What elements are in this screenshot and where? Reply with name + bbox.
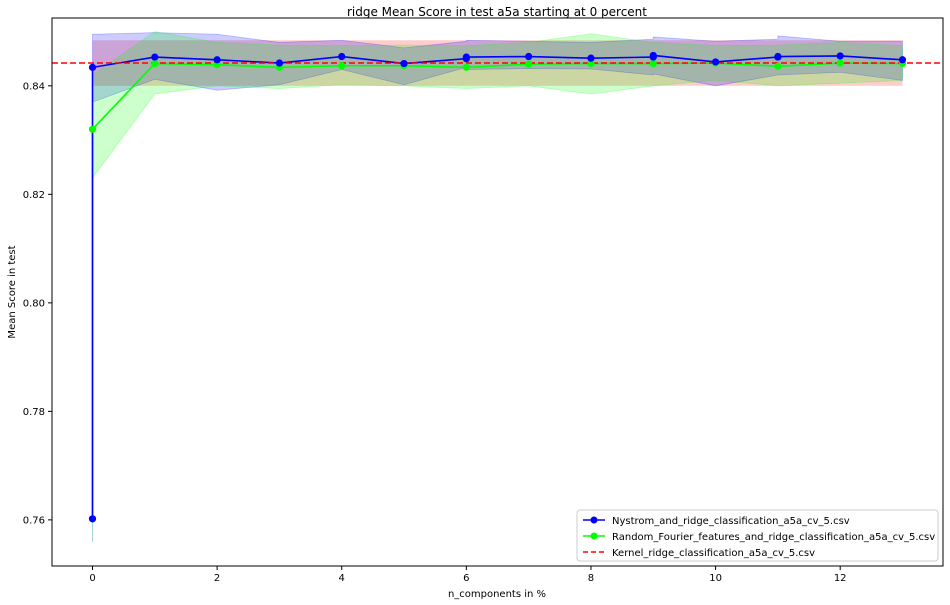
y-tick-label-1: 0.78 [23,407,45,418]
x-axis-label: n_components in % [448,589,546,600]
legend-label-nystrom: Nystrom_and_ridge_classification_a5a_cv_… [612,516,850,527]
y-tick-label-4: 0.84 [23,81,45,92]
point-nystrom-3 [213,56,221,64]
chart-title: ridge Mean Score in test a5a starting at… [347,5,647,19]
legend-box [576,509,939,562]
point-nystrom-12 [649,51,657,60]
point-nystrom-1 [88,63,97,71]
point-nystrom-17 [898,56,907,64]
plot-frame [51,17,944,567]
confidence-bands [92,31,903,542]
x-tick-label-6: 6 [463,573,469,584]
point-rff-7 [462,63,470,71]
point-nystrom-9 [525,52,533,61]
line-rff [91,62,903,519]
point-rff-10 [649,59,657,68]
point-rff-12 [774,62,782,70]
y-tick-label-3: 0.82 [23,190,45,201]
legend-marker-rff [590,532,598,540]
point-nystrom-10 [587,54,595,62]
x-tick-label-2: 2 [214,573,220,584]
axes [51,17,944,567]
point-nystrom-13 [711,58,720,66]
x-ticks: 0 2 4 6 8 10 12 [89,566,847,584]
x-tick-label-4: 4 [339,573,345,584]
point-rff-13 [836,59,844,67]
band-nystrom [92,32,903,542]
point-nystrom-15 [774,52,782,61]
series-markers [88,51,907,523]
point-rff-5 [338,62,346,70]
x-tick-label-12: 12 [834,573,847,584]
y-tick-label-0: 0.76 [23,515,45,526]
y-tick-label-2: 0.80 [23,298,45,309]
point-rff-2 [151,59,159,68]
point-nystrom-8 [462,53,470,61]
x-tick-label-0: 0 [89,573,95,584]
series-lines [52,54,943,519]
line-nystrom [91,54,903,519]
y-axis-label: Mean Score in test [7,245,18,338]
x-tick-label-10: 10 [709,573,722,584]
legend-label-kernel: Kernel_ridge_classification_a5a_cv_5.csv [612,548,815,559]
legend-marker-nystrom [590,516,598,524]
point-nystrom-16 [836,52,844,60]
point-rff-9 [587,59,595,68]
point-rff-8 [525,60,533,68]
point-nystrom-4 [275,59,284,67]
point-rff-1 [88,125,97,133]
legend: Nystrom_and_ridge_classification_a5a_cv_… [576,509,939,562]
point-nystrom-2 [151,53,159,61]
band-rff [92,31,903,542]
y-ticks: 0.76 0.78 0.80 0.82 0.84 [23,81,52,526]
point-nystrom-5 [338,52,346,61]
x-tick-label-8: 8 [588,573,594,584]
point-nystrom-0 [88,515,97,523]
point-nystrom-6 [400,59,408,68]
legend-label-rff: Random_Fourier_features_and_ridge_classi… [612,532,935,543]
